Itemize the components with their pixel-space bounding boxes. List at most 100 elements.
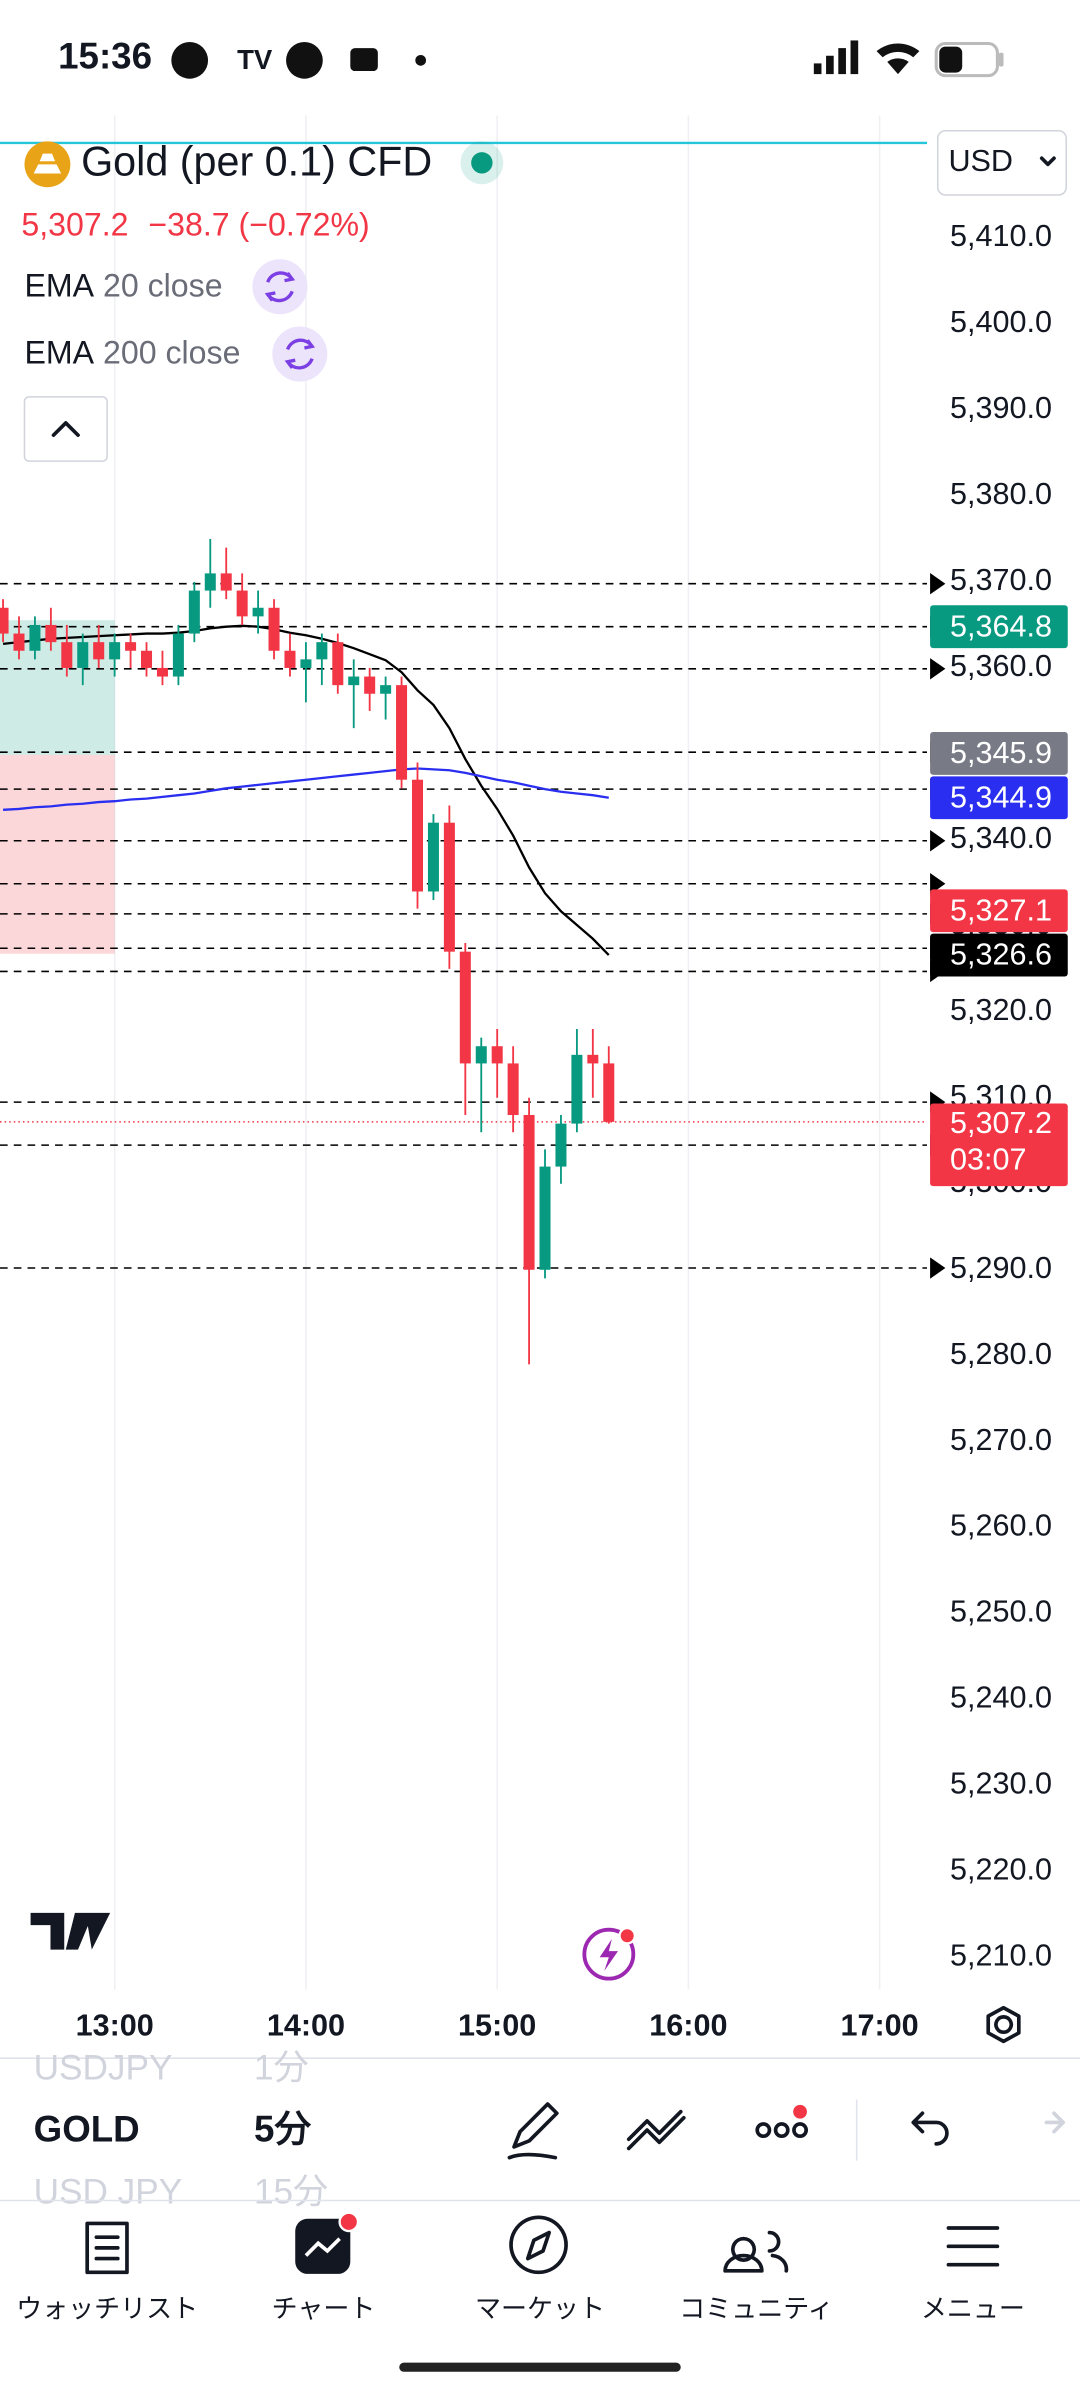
status-time: 15:36	[58, 36, 152, 77]
interval-option[interactable]: 5分	[254, 2108, 311, 2149]
price-label: 5,344.9	[950, 780, 1052, 814]
level-marker	[930, 572, 946, 595]
flash-button[interactable]	[582, 1927, 636, 1981]
symbol-name[interactable]: Gold (per 0.1) CFD	[81, 138, 432, 184]
x-tick-label: 14:00	[267, 2009, 345, 2043]
last-price: 5,307.2	[21, 207, 128, 243]
undo[interactable]	[911, 2111, 949, 2146]
candle-body	[316, 642, 328, 660]
indicator-name: EMA	[24, 268, 94, 304]
candle-body	[555, 1123, 567, 1167]
interval-option[interactable]: 15分	[254, 2173, 328, 2212]
y-tick-label: 5,360.0	[950, 649, 1052, 683]
candle-body	[475, 1046, 487, 1064]
y-tick-label: 5,390.0	[950, 391, 1052, 425]
nav-icon	[946, 2226, 1000, 2267]
level-marker	[930, 658, 946, 680]
x-tick-label: 15:00	[458, 2009, 536, 2043]
candle-body	[587, 1054, 599, 1064]
y-tick-label: 5,260.0	[950, 1509, 1052, 1543]
y-tick-label: 5,320.0	[950, 993, 1052, 1027]
level-marker	[930, 873, 946, 895]
currency-chevron	[1039, 156, 1056, 167]
candle-body	[109, 642, 121, 660]
home-indicator	[399, 2362, 681, 2372]
candle-body	[252, 607, 264, 617]
symbol-option[interactable]: USDJPY	[34, 2049, 173, 2088]
interval-option[interactable]: 1分	[254, 2049, 309, 2088]
candle-body	[125, 642, 137, 651]
svg-text:TV: TV	[237, 44, 273, 75]
price-label: 5,327.1	[950, 893, 1052, 927]
candle-body	[156, 667, 168, 677]
alert-dot	[471, 152, 493, 174]
y-tick-label: 5,280.0	[950, 1337, 1052, 1371]
candle-body	[13, 633, 25, 651]
candle-body	[29, 624, 41, 651]
candle-body	[396, 685, 408, 780]
redo[interactable]	[1044, 2111, 1066, 2134]
nav-label[interactable]: ウォッチリスト	[16, 2293, 198, 2323]
indicator[interactable]: EMA 200 close	[24, 335, 240, 371]
y-tick-label: 5,210.0	[950, 1939, 1052, 1973]
price-label: 5,345.9	[950, 736, 1052, 770]
more-tools[interactable]	[755, 2104, 809, 2139]
candle-body	[284, 650, 296, 668]
y-tick-label: 5,400.0	[950, 305, 1052, 339]
settings-icon[interactable]	[986, 2005, 1021, 2044]
candle-body	[268, 607, 280, 651]
nav-icon	[723, 2230, 789, 2273]
candle-body	[77, 642, 89, 668]
candle-body	[348, 676, 360, 686]
trend-tool[interactable]	[626, 2109, 686, 2151]
candle-body	[45, 624, 57, 643]
candle-body	[141, 650, 153, 668]
price-label-box	[930, 889, 1068, 933]
loading-icon	[272, 326, 328, 382]
last-price-label: 5,307.2	[950, 1106, 1052, 1140]
y-tick-label: 5,250.0	[950, 1595, 1052, 1629]
candle-body	[188, 590, 200, 634]
candle-body	[172, 633, 184, 677]
candle-body	[443, 822, 455, 952]
candle-body	[332, 642, 344, 686]
ema-line	[2, 624, 610, 956]
indicator-params: 20 close	[103, 268, 223, 304]
collapse-chevron	[51, 421, 80, 437]
price-label-box	[930, 731, 1068, 775]
nav-label[interactable]: チャート	[272, 2293, 376, 2323]
candle-body	[93, 642, 105, 660]
nav-label[interactable]: メニュー	[921, 2293, 1025, 2323]
ema-line	[2, 767, 609, 811]
symbol-option[interactable]: USD JPY	[34, 2173, 183, 2212]
candle-body	[411, 779, 424, 892]
candle-body	[364, 676, 376, 694]
draw-tool[interactable]	[507, 2102, 559, 2160]
nav-icon	[509, 2215, 568, 2275]
position-box	[0, 620, 115, 954]
level-marker	[930, 1257, 946, 1279]
candle-body	[220, 573, 232, 591]
y-tick-label: 5,230.0	[950, 1767, 1052, 1801]
collapse-button[interactable]	[23, 396, 108, 462]
y-tick-label: 5,380.0	[950, 477, 1052, 511]
currency-select[interactable]	[936, 129, 1067, 196]
nav-label[interactable]: コミュニティ	[679, 2293, 833, 2323]
status-icons: TV	[171, 40, 1004, 79]
loading-icon	[252, 259, 308, 315]
price-label-box	[930, 933, 1068, 977]
nav-icon	[295, 2211, 360, 2274]
indicator[interactable]: EMA 20 close	[24, 268, 222, 304]
price-label-box	[930, 776, 1068, 820]
nav-label[interactable]: マーケット	[475, 2293, 605, 2323]
candle-body	[380, 685, 392, 694]
y-tick-label: 5,270.0	[950, 1423, 1052, 1457]
candle-body	[491, 1046, 503, 1064]
x-tick-label: 17:00	[840, 2009, 918, 2043]
indicator-params: 200 close	[103, 335, 240, 371]
candle-body	[507, 1063, 519, 1116]
symbol-option[interactable]: GOLD	[34, 2108, 140, 2149]
